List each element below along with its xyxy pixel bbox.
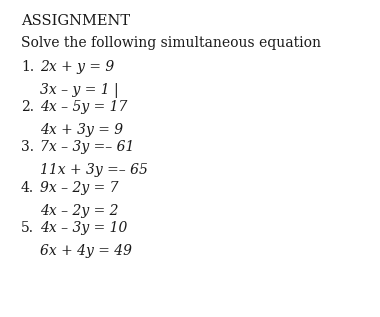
- Text: ASSIGNMENT: ASSIGNMENT: [21, 14, 130, 28]
- Text: 7x – 3y =– 61: 7x – 3y =– 61: [40, 140, 134, 154]
- Text: 4x – 5y = 17: 4x – 5y = 17: [40, 100, 127, 114]
- Text: 9x – 2y = 7: 9x – 2y = 7: [40, 181, 119, 195]
- Text: 4x + 3y = 9: 4x + 3y = 9: [40, 123, 123, 137]
- Text: 5.: 5.: [21, 221, 34, 235]
- Text: 2.: 2.: [21, 100, 34, 114]
- Text: 3x – y = 1 |: 3x – y = 1 |: [40, 83, 119, 98]
- Text: 6x + 4y = 49: 6x + 4y = 49: [40, 244, 132, 258]
- Text: 3.: 3.: [21, 140, 34, 154]
- Text: 2x + y = 9: 2x + y = 9: [40, 60, 114, 74]
- Text: 4x – 3y = 10: 4x – 3y = 10: [40, 221, 127, 235]
- Text: 4.: 4.: [21, 181, 34, 195]
- Text: 1.: 1.: [21, 60, 34, 74]
- Text: 11x + 3y =– 65: 11x + 3y =– 65: [40, 163, 148, 177]
- Text: 4x – 2y = 2: 4x – 2y = 2: [40, 204, 119, 217]
- Text: Solve the following simultaneous equation: Solve the following simultaneous equatio…: [21, 36, 321, 50]
